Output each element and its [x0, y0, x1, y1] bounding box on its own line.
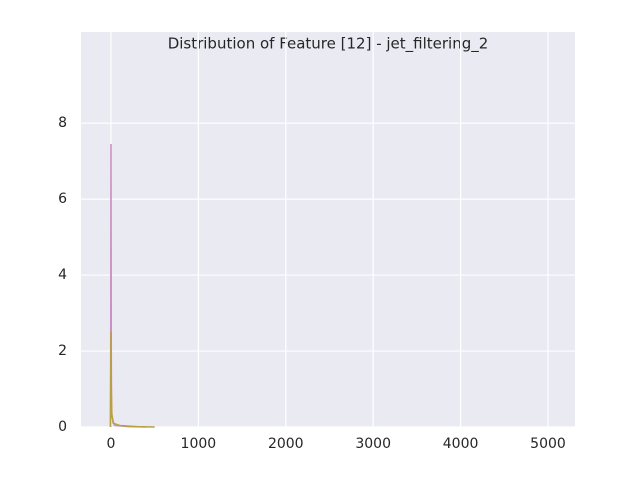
- x-tick-label: 3000: [355, 436, 391, 452]
- x-tick-label: 0: [107, 436, 116, 452]
- x-tick-label: 1000: [181, 436, 217, 452]
- x-tick-label: 5000: [530, 436, 566, 452]
- y-tick-label: 4: [58, 267, 67, 283]
- chart-title: Distribution of Feature [12] - jet_filte…: [168, 35, 489, 54]
- y-tick-label: 2: [58, 343, 67, 359]
- series-line: [109, 332, 155, 428]
- y-tick-label: 0: [58, 419, 67, 435]
- x-tick-label: 2000: [268, 436, 304, 452]
- x-tick-label: 4000: [443, 436, 479, 452]
- y-tick-label: 8: [58, 115, 67, 131]
- plot-area: [81, 32, 575, 427]
- y-tick-label: 6: [58, 191, 67, 207]
